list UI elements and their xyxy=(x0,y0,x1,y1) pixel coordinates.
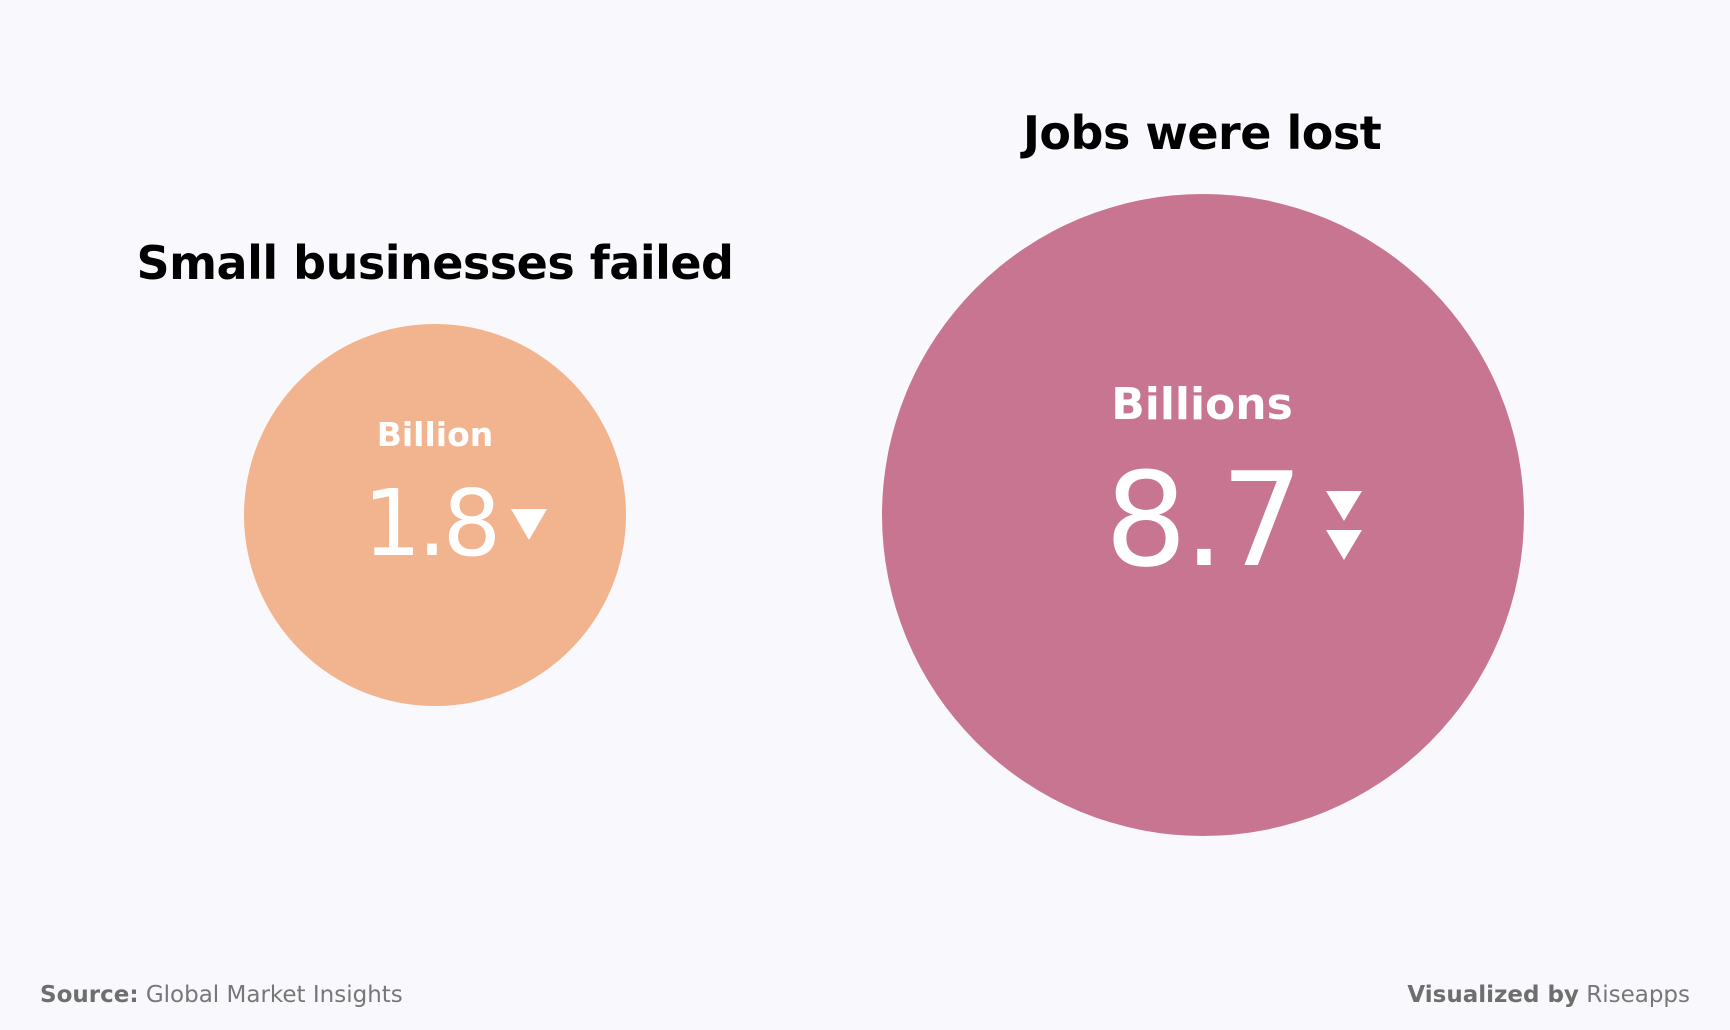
triangle-down-icon xyxy=(511,509,547,540)
triangle-down-icon xyxy=(1326,530,1362,560)
source-note: Source: Global Market Insights xyxy=(40,984,403,1007)
credit-label: Visualized by xyxy=(1407,982,1579,1008)
bubble-title-jobs-lost: Jobs were lost xyxy=(1022,106,1382,160)
bubble-value-jobs-lost: 8.7 xyxy=(1104,444,1304,596)
source-label: Source: xyxy=(40,982,139,1008)
bubble-unit-small-businesses: Billion xyxy=(376,415,494,454)
triangle-down-icon xyxy=(1326,491,1362,521)
source-value: Global Market Insights xyxy=(145,982,403,1008)
credit-note: Visualized by Riseapps xyxy=(1407,984,1690,1007)
bubble-small-businesses xyxy=(244,324,626,706)
credit-value: Riseapps xyxy=(1586,982,1690,1008)
bubble-value-small-businesses: 1.8 xyxy=(362,470,501,577)
bubble-jobs-lost xyxy=(882,194,1524,836)
bubble-unit-jobs-lost: Billions xyxy=(1111,379,1293,430)
bubble-title-small-businesses: Small businesses failed xyxy=(136,236,735,290)
